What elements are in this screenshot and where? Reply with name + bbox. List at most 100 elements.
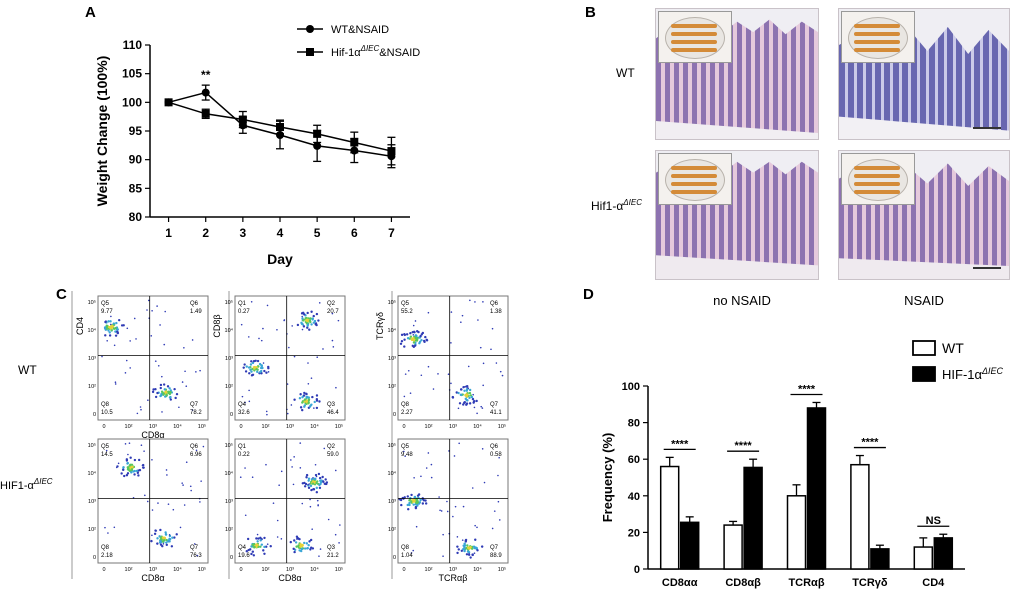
density-dot — [306, 324, 309, 327]
scatter-dot — [491, 527, 494, 530]
x-tick-label: 10⁵ — [335, 566, 343, 573]
density-dot — [314, 473, 318, 477]
density-dot — [302, 325, 306, 328]
quadrant-value: 9.77 — [101, 309, 113, 315]
y-tick-label: 105 — [122, 67, 142, 81]
x-tick-label: 0 — [402, 567, 405, 573]
scatter-dot — [165, 469, 168, 471]
density-dot — [309, 484, 313, 488]
density-dot — [259, 539, 262, 542]
bar-hif — [679, 521, 700, 570]
density-dot — [164, 391, 168, 394]
significance-label: **** — [798, 383, 816, 395]
density-dot — [310, 323, 313, 326]
weight-change-chart: 80 85 90 95 100 105 110 1 2 3 4 5 6 7 Day Weight Change… — [94, 24, 420, 267]
scatter-dot — [163, 343, 166, 346]
scatter-dot — [499, 370, 502, 373]
density-dot — [103, 326, 107, 330]
legend-marker-hif — [306, 48, 314, 56]
density-dot — [406, 495, 409, 498]
scatter-dot — [124, 443, 127, 445]
scatter-dot — [250, 300, 253, 303]
x-tick-label: 10⁴ — [473, 566, 482, 573]
density-dot — [325, 481, 329, 484]
scatter-dot — [442, 533, 444, 536]
scatter-dot — [280, 538, 283, 540]
scatter-dot — [113, 344, 116, 347]
scatter-dot — [430, 476, 433, 479]
x-tick-label: 2 — [202, 226, 209, 240]
scatter-dot — [146, 309, 148, 311]
scatter-dot — [313, 407, 315, 409]
density-dot — [289, 540, 292, 544]
density-dot — [315, 394, 319, 397]
scatter-dot — [141, 464, 144, 467]
density-dot — [416, 504, 419, 507]
scatter-dot — [182, 484, 184, 486]
density-dot — [151, 390, 155, 394]
scatter-dot — [288, 346, 290, 349]
scatter-dot — [472, 393, 474, 396]
bar-hif — [806, 407, 827, 570]
density-dot — [269, 545, 272, 548]
legend-swatch-hif — [912, 366, 936, 382]
scatter-dot — [196, 554, 199, 557]
quadrant-name: Q5 — [401, 301, 410, 307]
density-dot — [467, 547, 470, 550]
flow-row-label-hif: HIF1-αΔIEC — [0, 477, 53, 492]
density-dot — [158, 541, 162, 544]
scatter-dot — [337, 319, 340, 322]
density-dot — [255, 537, 258, 540]
density-dot — [303, 391, 306, 395]
scatter-dot — [339, 524, 341, 526]
density-dot — [468, 388, 472, 392]
density-dot — [455, 391, 458, 394]
scatter-dot — [181, 482, 183, 484]
density-dot — [125, 474, 129, 477]
density-dot — [315, 481, 318, 485]
scatter-dot — [128, 442, 131, 444]
density-dot — [315, 323, 318, 327]
scatter-dot — [244, 467, 246, 469]
density-dot — [252, 554, 256, 557]
x-tick-label: 0 — [239, 567, 242, 573]
density-dot — [457, 391, 460, 395]
scatter-dot — [156, 305, 158, 307]
y-axis-title: CD4 — [75, 317, 85, 335]
density-dot — [310, 546, 313, 549]
scatter-dot — [168, 534, 171, 536]
quadrant-name: Q8 — [401, 545, 410, 551]
y-tick-label: 10⁵ — [225, 299, 233, 306]
quadrant-value: 55.2 — [401, 309, 413, 315]
y-tick-label: 10⁵ — [388, 299, 396, 306]
quadrant-name: Q8 — [101, 402, 110, 408]
scatter-dot — [161, 411, 163, 413]
quadrant-name: Q8 — [101, 545, 110, 551]
significance-annotation: ** — [201, 68, 211, 82]
density-dot — [300, 547, 304, 551]
density-dot — [133, 469, 136, 473]
y-tick-label: 85 — [129, 181, 143, 195]
density-dot — [154, 387, 157, 391]
density-dot — [295, 545, 298, 548]
bar-wt — [659, 465, 680, 570]
scatter-dot — [155, 530, 158, 532]
density-dot — [306, 546, 310, 550]
density-dot — [463, 389, 466, 392]
density-dot — [456, 545, 459, 548]
scatter-dot — [199, 369, 201, 372]
density-dot — [303, 541, 306, 545]
x-tick-label: 10⁵ — [498, 566, 506, 573]
density-dot — [165, 541, 168, 544]
density-dot — [409, 332, 412, 335]
scatter-dot — [283, 319, 285, 322]
x-tick-label: 10⁴ — [173, 566, 182, 573]
density-dot — [104, 334, 107, 337]
density-dot — [415, 498, 418, 501]
density-dot — [414, 336, 417, 340]
density-dot — [300, 322, 304, 326]
density-dot — [159, 528, 162, 532]
density-dot — [299, 544, 303, 547]
density-dot — [260, 364, 264, 367]
density-dot — [307, 477, 311, 480]
